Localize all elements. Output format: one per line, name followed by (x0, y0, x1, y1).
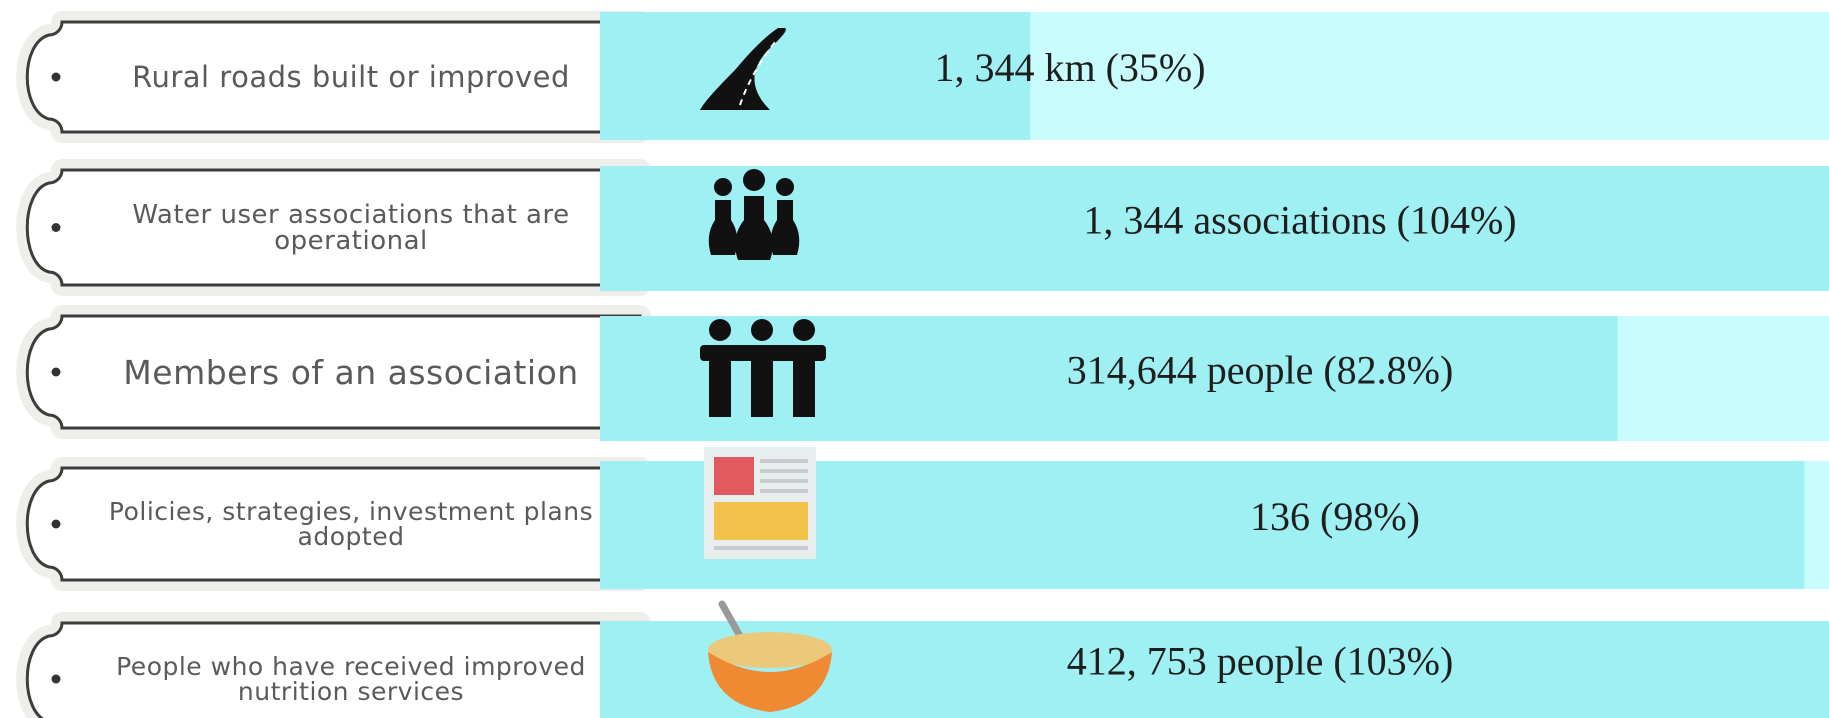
bar (600, 12, 1031, 140)
value-label: 1, 344 associations (104%) (1083, 198, 1516, 243)
plaque-dot (51, 367, 61, 377)
people-icon (700, 319, 826, 417)
category-label: Policies, strategies, investment plans a… (108, 497, 594, 551)
value-label: 136 (98%) (1250, 494, 1420, 539)
plaque-dot (51, 519, 61, 529)
plaque-dot (51, 223, 61, 232)
value-label: 314,644 people (82.8%) (1067, 348, 1454, 393)
bar (600, 166, 1829, 291)
bowl-icon (708, 600, 832, 712)
road-icon (700, 28, 786, 110)
bars: 1, 344 km (35%) 1, 344 associations (104%… (600, 12, 1829, 718)
category-label: Rural roads built or improved (132, 59, 570, 94)
value-label: 412, 753 people (103%) (1067, 639, 1454, 684)
category-label: Members of an association (123, 352, 579, 392)
value-label: 1, 344 km (35%) (934, 45, 1205, 90)
document-icon (704, 447, 816, 559)
category-label: Water user associations that are operati… (132, 199, 570, 256)
category-label: People who have received improved nutrit… (116, 652, 586, 706)
plaque-dot (51, 72, 61, 82)
plaque-dot (51, 674, 61, 684)
plaques (16, 11, 686, 718)
group-icon (708, 169, 800, 260)
